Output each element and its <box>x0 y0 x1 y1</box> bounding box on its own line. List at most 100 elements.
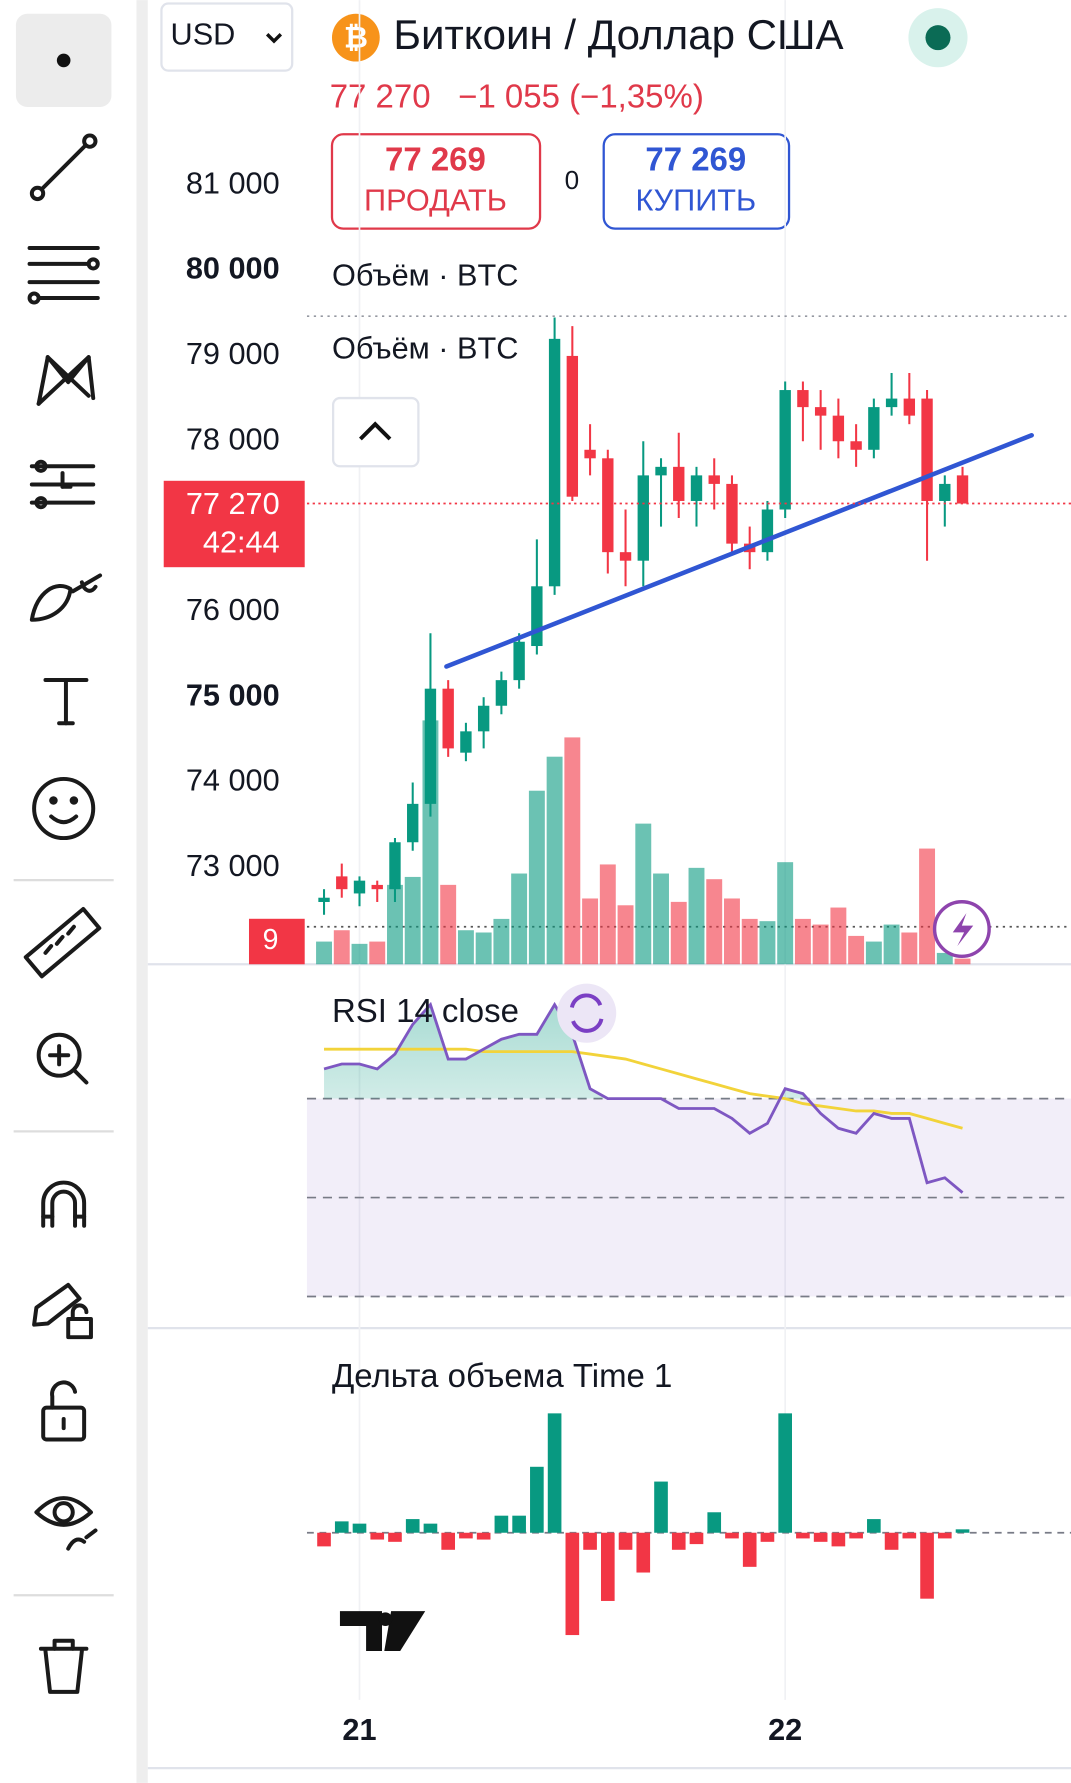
candle-body <box>868 407 880 450</box>
delta-bar <box>388 1532 402 1542</box>
delta-bar <box>636 1532 651 1573</box>
volume-bar <box>848 935 865 965</box>
sell-button[interactable] <box>330 133 542 230</box>
emoji-tool[interactable] <box>32 776 96 841</box>
volume-bar <box>777 862 794 965</box>
volume-bar <box>724 898 740 965</box>
visibility-tool[interactable] <box>34 1496 98 1551</box>
fib-tool[interactable] <box>27 246 100 305</box>
candle-body <box>690 475 703 501</box>
text-tool[interactable] <box>43 678 89 726</box>
trend-line <box>444 433 1034 669</box>
buy-button[interactable] <box>602 133 791 230</box>
delta-bar <box>671 1532 686 1550</box>
volume-bar <box>865 941 882 965</box>
candle-body <box>566 355 579 497</box>
header: USD ₿ Биткоин / Доллар США 77 270 −1 055… <box>160 2 968 230</box>
rsi-overbought-fill <box>324 1004 963 1099</box>
market-status-dot <box>925 25 951 51</box>
candle-body <box>460 731 472 753</box>
volume-bar <box>582 898 599 965</box>
spread: 0 <box>565 165 580 195</box>
price-change: −1 055 (−1,35%) <box>458 78 704 115</box>
candle-body <box>318 897 330 902</box>
countdown-label: 42:44 <box>203 525 280 560</box>
sell-price: 77 269 <box>385 140 486 177</box>
delta-bar <box>760 1532 775 1542</box>
y-tick-label: 78 000 <box>186 421 280 456</box>
delta-bar <box>352 1523 367 1533</box>
delta-bar <box>902 1532 917 1539</box>
candle-body <box>885 398 898 408</box>
delta-bar <box>884 1532 899 1550</box>
zoom-tool[interactable] <box>36 1032 89 1085</box>
dropdown-arrow <box>265 33 283 44</box>
delta-bar <box>476 1532 491 1540</box>
delta-bar <box>689 1532 704 1545</box>
candle-body <box>903 398 916 416</box>
delta-bar <box>867 1519 881 1533</box>
cursor-icon <box>56 53 71 68</box>
delta-bar <box>618 1532 633 1550</box>
volume-bar <box>316 941 332 965</box>
volume-bar <box>475 932 492 965</box>
toolbar-divider <box>136 0 148 1783</box>
volume-badge: 9 <box>263 924 279 956</box>
ruler-tool[interactable] <box>23 906 102 979</box>
symbol-title: Биткоин / Доллар США <box>393 11 843 58</box>
candle-body <box>407 803 419 843</box>
delta-bar <box>565 1532 580 1636</box>
forecast-tool[interactable] <box>29 459 96 510</box>
delta-bar <box>459 1532 473 1539</box>
volume-bar <box>546 756 563 965</box>
volume-bar <box>883 924 900 965</box>
currency-select[interactable] <box>160 2 294 72</box>
volume-bar <box>670 901 687 965</box>
brush-tool[interactable] <box>29 573 103 622</box>
trend-line-tool[interactable] <box>29 133 98 202</box>
delta-bar <box>583 1532 597 1550</box>
candle-body <box>814 407 827 416</box>
lightning-icon <box>952 913 974 947</box>
delta-bar <box>547 1413 562 1533</box>
pattern-tool[interactable] <box>36 355 96 406</box>
candle-body <box>726 483 738 544</box>
candle-body <box>602 458 614 553</box>
volume-bar <box>635 823 652 965</box>
volume-bar <box>333 930 350 965</box>
magnet-tool[interactable] <box>41 1180 87 1228</box>
lock-tool[interactable] <box>41 1380 87 1442</box>
sync-button[interactable] <box>557 983 617 1043</box>
collapse-button[interactable] <box>331 396 420 468</box>
delta-bar <box>778 1413 792 1533</box>
delta-bar <box>494 1515 509 1533</box>
volume-bar <box>351 943 368 965</box>
delta-bar <box>831 1532 846 1547</box>
volume-bar <box>599 864 616 965</box>
tv-logo <box>339 1611 426 1651</box>
delta-bar <box>600 1532 615 1601</box>
delta-bar <box>707 1512 722 1533</box>
legend-volume: Объём · BTC <box>332 258 518 293</box>
rsi-title: RSI 14 close <box>332 992 519 1029</box>
volume-bar <box>759 921 776 965</box>
rsi-ma-line <box>324 1047 963 1130</box>
rsi-line <box>323 1001 964 1194</box>
y-tick-label: 81 000 <box>186 165 280 200</box>
volume-bar <box>440 884 457 965</box>
candle-body <box>424 688 437 804</box>
delta-bar <box>920 1532 934 1599</box>
delete-tool[interactable] <box>38 1638 89 1694</box>
candle-body <box>850 441 862 450</box>
y-tick-label: 75 000 <box>186 677 280 712</box>
candle-body <box>708 475 720 484</box>
delta-bar <box>654 1481 668 1533</box>
delta-bar <box>937 1532 952 1539</box>
delta-bar <box>334 1521 349 1533</box>
lock-drawings-tool[interactable] <box>32 1282 93 1340</box>
y-tick-label: 74 000 <box>186 763 280 798</box>
current-price-label: 77 270 <box>186 486 280 521</box>
candle-body <box>442 688 454 749</box>
